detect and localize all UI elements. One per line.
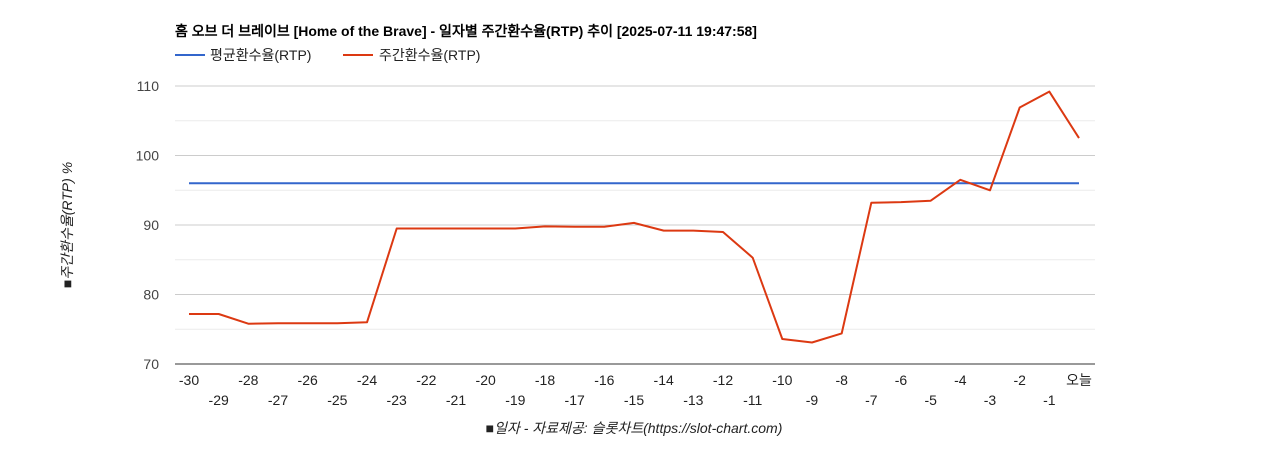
x-tick-label: -23 <box>387 392 407 408</box>
series-lines <box>189 90 1080 344</box>
x-tick-label: -28 <box>238 372 258 388</box>
x-tick-label: -22 <box>416 372 436 388</box>
x-tick-label: -6 <box>895 372 908 388</box>
x-tick-label: -7 <box>865 392 878 408</box>
x-tick-label: -21 <box>446 392 466 408</box>
x-tick-label: -11 <box>743 392 762 408</box>
y-tick-label: 110 <box>137 78 160 94</box>
x-axis-title: ■일자 - 자료제공: 슬롯차트(https://slot-chart.com) <box>486 420 783 436</box>
y-axis: 70 80 90 100 110 <box>136 78 160 372</box>
x-tick-label: -18 <box>535 372 555 388</box>
x-tick-label: -5 <box>924 392 937 408</box>
x-tick-label: -2 <box>1013 372 1026 388</box>
y-tick-label: 70 <box>143 356 159 372</box>
x-tick-label: -12 <box>713 372 733 388</box>
x-tick-label: 오늘 <box>1066 372 1092 388</box>
x-tick-label: -24 <box>357 372 377 388</box>
y-tick-label: 100 <box>136 148 160 164</box>
x-tick-label: -16 <box>594 372 614 388</box>
x-tick-label: -1 <box>1043 392 1056 408</box>
x-axis: -30-29-28-27-26-25-24-23-22-21-20-19-18-… <box>179 372 1092 408</box>
chart-title: 홈 오브 더 브레이브 [Home of the Brave] - 일자별 주간… <box>175 23 757 39</box>
legend[interactable]: 평균환수율(RTP) 주간환수율(RTP) <box>175 47 480 63</box>
y-axis-title: ■주간환수율(RTP) % <box>59 162 75 288</box>
x-tick-label: -13 <box>683 392 703 408</box>
legend-label-weekly: 주간환수율(RTP) <box>379 47 480 63</box>
x-tick-label: -30 <box>179 372 199 388</box>
x-tick-label: -17 <box>565 392 585 408</box>
y-tick-label: 80 <box>143 287 159 303</box>
x-tick-label: -27 <box>268 392 288 408</box>
x-tick-label: -29 <box>209 392 229 408</box>
x-tick-label: -9 <box>806 392 819 408</box>
x-tick-label: -14 <box>654 372 674 388</box>
legend-label-avg: 평균환수율(RTP) <box>210 47 311 63</box>
x-tick-label: -4 <box>954 372 967 388</box>
x-tick-label: -25 <box>327 392 347 408</box>
series-line-weekly-rtp <box>189 90 1080 344</box>
x-tick-label: -3 <box>984 392 997 408</box>
x-tick-label: -20 <box>476 372 496 388</box>
x-tick-label: -19 <box>505 392 525 408</box>
y-tick-label: 90 <box>143 217 159 233</box>
x-tick-label: -15 <box>624 392 644 408</box>
x-tick-label: -10 <box>772 372 792 388</box>
x-tick-label: -26 <box>298 372 318 388</box>
x-tick-label: -8 <box>835 372 848 388</box>
gridlines <box>175 85 1095 365</box>
